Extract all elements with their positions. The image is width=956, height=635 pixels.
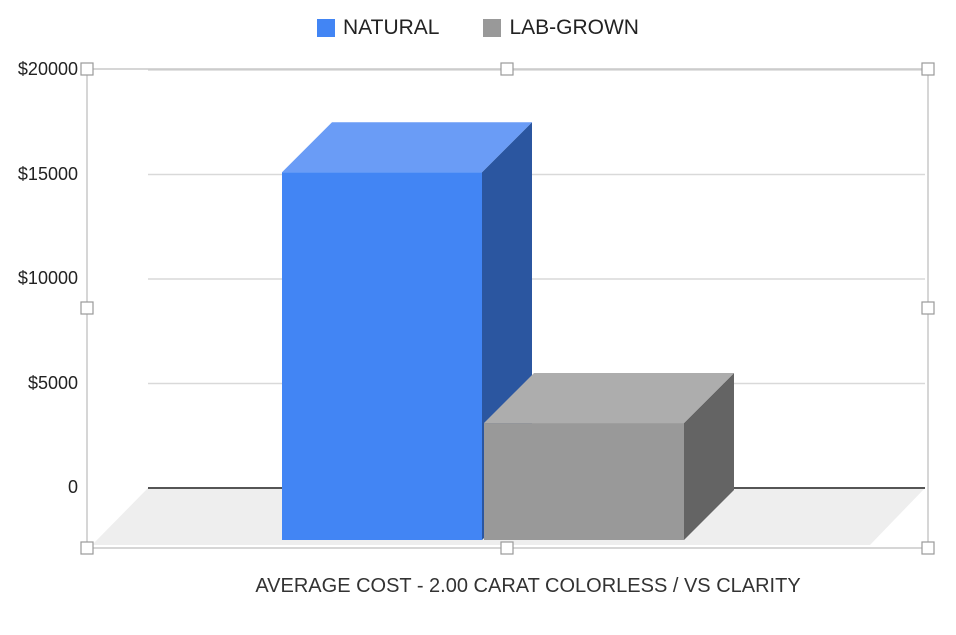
y-tick-label: $15000 <box>17 163 78 184</box>
legend-item-natural[interactable]: NATURAL <box>317 16 439 40</box>
resize-handle-7 <box>921 541 935 555</box>
y-tick-label: $20000 <box>17 59 78 79</box>
resize-handle-0 <box>80 62 94 76</box>
bar-lab-grown <box>484 423 684 540</box>
resize-handle-6 <box>921 301 935 315</box>
legend-swatch-lab-grown <box>483 19 502 37</box>
legend-label-lab-grown: LAB-GROWN <box>509 16 639 39</box>
resize-handle-2 <box>80 541 94 555</box>
legend-item-lab-grown[interactable]: LAB-GROWN <box>483 16 639 40</box>
resize-handle-3 <box>500 62 514 76</box>
resize-handle-5 <box>921 62 935 76</box>
bar-natural <box>282 172 482 540</box>
bar-side-lab-grown <box>684 373 734 540</box>
legend-label-natural: NATURAL <box>343 16 440 39</box>
resize-handle-1 <box>80 301 94 315</box>
y-tick-label: $10000 <box>17 268 78 288</box>
y-tick-label: 0 <box>67 477 78 497</box>
legend: NATURAL LAB-GROWN <box>0 16 956 40</box>
bar-top-lab-grown <box>484 373 734 424</box>
legend-swatch-natural <box>317 19 335 37</box>
x-axis-label: AVERAGE COST - 2.00 CARAT COLORLESS / VS… <box>255 575 801 597</box>
bar-top-natural <box>282 122 532 173</box>
y-tick-label: $5000 <box>27 372 78 393</box>
resize-handle-4 <box>500 541 514 555</box>
